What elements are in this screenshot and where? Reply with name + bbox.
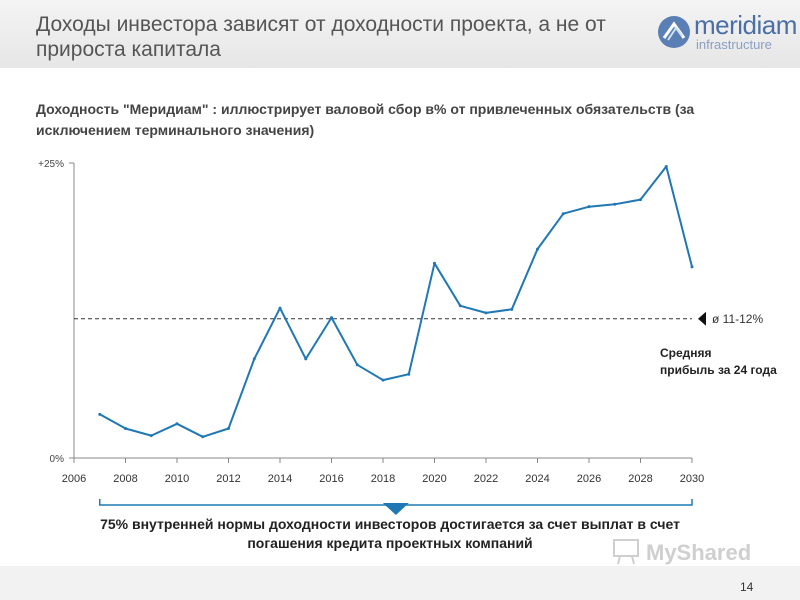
data-point [355,363,359,367]
x-tick-label: 2006 [62,473,86,485]
data-point [458,304,462,308]
data-point [304,357,308,361]
bracket-pointer-icon [382,503,409,515]
x-tick-label: 2008 [113,473,137,485]
meridiam-logo: meridiam infrastructure [656,10,797,56]
x-tick-label: 2026 [577,473,601,485]
data-point [201,435,205,439]
data-point [278,306,282,310]
data-point [149,434,153,438]
x-tick-label: 2030 [680,473,704,485]
logo-subtitle: infrastructure [696,37,772,52]
x-tick-label: 2012 [216,473,240,485]
page-number: 14 [740,580,754,594]
reference-marker-icon [698,311,706,326]
data-point [330,316,333,320]
data-point [407,372,411,376]
x-tick-label: 2022 [474,473,498,485]
footer-band [0,566,800,600]
data-point [561,212,565,216]
watermark-icon [613,539,639,565]
logo-name: meridiam [694,10,797,40]
data-point [484,311,488,315]
data-point [639,198,642,202]
data-point [433,261,436,265]
data-point [510,307,514,311]
watermark-text: MyShared [646,540,752,565]
page-title: Доходы инвестора зависят от доходности п… [36,13,606,61]
watermark: MyShared [612,538,772,568]
data-point [587,205,591,209]
y-tick-label: +25% [38,159,64,170]
data-point [227,427,230,430]
x-tick-label: 2014 [268,473,292,485]
x-tick-label: 2018 [371,473,395,485]
reference-line-label: ø 11-12% [712,312,763,326]
data-point [98,412,102,416]
y-tick-label: 0% [50,454,65,465]
data-point [613,202,617,206]
meridiam-logo-icon [658,16,690,48]
series-line [99,165,693,438]
x-tick-label: 2020 [422,473,446,485]
x-tick-label: 2016 [319,473,343,485]
x-tick-label: 2010 [165,473,189,485]
x-tick-label: 2028 [628,473,652,485]
data-point [175,422,179,426]
data-point [124,427,127,430]
footnote: 75% внутренней нормы доходности инвестор… [100,516,680,551]
average-note-line1: Средняя [660,346,712,360]
data-point [536,247,539,251]
data-point [381,378,385,382]
average-note-line2: прибыль за 24 года [660,363,777,377]
data-point [690,265,694,269]
x-tick-label: 2024 [525,473,549,485]
data-point [664,165,668,169]
data-point [252,357,256,361]
chart-subtitle: Доходность "Меридиам" : иллюстрирует вал… [36,101,695,138]
